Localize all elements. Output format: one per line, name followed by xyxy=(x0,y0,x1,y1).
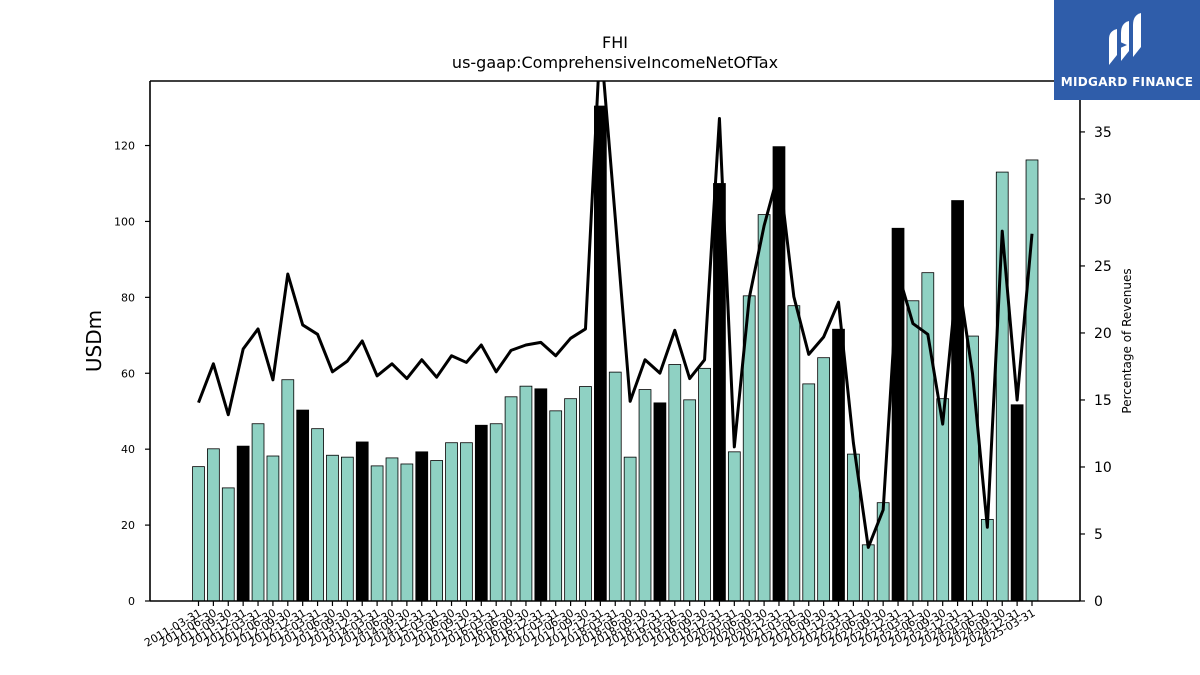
y2-tick-label: 20 xyxy=(1094,326,1112,342)
bar-2014-09-30 xyxy=(400,463,414,602)
bar-2014-12-31 xyxy=(415,451,429,602)
bar-2021-06-30 xyxy=(802,383,816,602)
y-tick-label: 120 xyxy=(114,140,135,153)
bar-2011-12-31 xyxy=(236,445,250,602)
bar-2018-06-30 xyxy=(623,456,637,602)
bar-2012-12-31 xyxy=(296,409,310,602)
y2-tick-label: 10 xyxy=(1094,460,1112,476)
bar-2012-09-30 xyxy=(281,379,295,602)
bar-2025-03-31 xyxy=(1025,159,1039,602)
bar-2013-09-30 xyxy=(340,456,354,602)
bar-2022-06-30 xyxy=(861,544,875,602)
y2-tick-label: 30 xyxy=(1094,192,1112,208)
bar-2013-12-31 xyxy=(355,441,369,602)
bar-2011-06-30 xyxy=(207,448,220,602)
bar-2012-03-31 xyxy=(251,423,265,602)
bar-2021-12-31 xyxy=(832,328,845,602)
bar-2020-03-31 xyxy=(727,451,741,602)
bar-2018-09-30 xyxy=(638,389,652,602)
y2-tick-label: 15 xyxy=(1094,393,1112,409)
logo-text: MIDGARD FINANCE xyxy=(1060,75,1194,89)
y-tick-label: 60 xyxy=(121,367,135,380)
midgard-logo-icon xyxy=(1109,13,1141,65)
bar-2019-12-31 xyxy=(713,183,726,602)
bar-2021-09-30 xyxy=(817,357,830,602)
y-axis-left-ticks: 0 20 40 60 80 100 120 xyxy=(114,140,150,608)
bar-2023-06-30 xyxy=(921,272,935,602)
bar-2014-03-31 xyxy=(370,465,384,602)
bar-2014-06-30 xyxy=(385,457,399,602)
chart-subtitle: us-gaap:ComprehensiveIncomeNetOfTax xyxy=(452,53,778,72)
y2-tick-label: 25 xyxy=(1094,259,1112,275)
bar-2015-03-31 xyxy=(430,460,444,602)
y-axis-right-ticks: 0 5 10 15 20 25 30 35 xyxy=(1080,125,1112,610)
bar-2013-03-31 xyxy=(311,428,324,602)
bar-2017-03-31 xyxy=(549,410,563,602)
bar-2017-06-30 xyxy=(564,398,577,602)
x-axis-ticks: 2011-03-312011-06-302011-09-302011-12-31… xyxy=(142,601,1038,650)
y-tick-label: 20 xyxy=(121,519,135,532)
percentage-line xyxy=(197,81,1034,549)
bar-2018-12-31 xyxy=(653,402,667,602)
bar-series xyxy=(192,105,1039,602)
bar-2012-06-30 xyxy=(266,455,280,602)
bar-2015-12-31 xyxy=(474,424,488,602)
midgard-finance-logo: MIDGARD FINANCE xyxy=(1054,0,1200,100)
y2-tick-label: 35 xyxy=(1094,125,1112,141)
bar-2020-09-30 xyxy=(757,214,771,602)
line-series xyxy=(197,81,1034,549)
bar-2024-12-31 xyxy=(1010,404,1024,602)
bar-2017-12-31 xyxy=(594,105,607,602)
bar-2011-09-30 xyxy=(221,487,235,602)
bar-2023-09-30 xyxy=(936,398,950,602)
bar-2015-06-30 xyxy=(445,442,458,602)
bar-2015-09-30 xyxy=(460,442,473,602)
bar-2023-12-31 xyxy=(951,200,964,602)
bar-2016-12-31 xyxy=(534,388,548,602)
chart-title: FHI xyxy=(602,33,628,52)
bar-2019-09-30 xyxy=(698,367,711,602)
bar-2017-09-30 xyxy=(579,386,592,602)
bar-2019-06-30 xyxy=(683,399,697,602)
bar-2021-03-31 xyxy=(787,305,801,602)
bar-2023-03-31 xyxy=(906,300,920,602)
y2-axis-label: Percentage of Revenues xyxy=(1120,268,1134,413)
bar-2024-06-30 xyxy=(980,518,994,602)
y-tick-label: 100 xyxy=(114,215,135,228)
bar-2018-03-31 xyxy=(608,371,622,602)
bar-2011-03-31 xyxy=(192,466,205,602)
y-axis-label: USDm xyxy=(82,310,106,372)
bar-2013-06-30 xyxy=(326,454,339,602)
bar-2016-03-31 xyxy=(489,423,503,602)
y-tick-label: 40 xyxy=(121,443,135,456)
bar-2019-03-31 xyxy=(668,364,682,602)
y-tick-label: 80 xyxy=(121,291,135,304)
y2-tick-label: 5 xyxy=(1094,527,1103,543)
bar-2016-06-30 xyxy=(504,396,518,602)
y2-tick-label: 0 xyxy=(1094,594,1103,610)
y-tick-label: 0 xyxy=(128,595,135,608)
bar-2016-09-30 xyxy=(519,385,533,602)
